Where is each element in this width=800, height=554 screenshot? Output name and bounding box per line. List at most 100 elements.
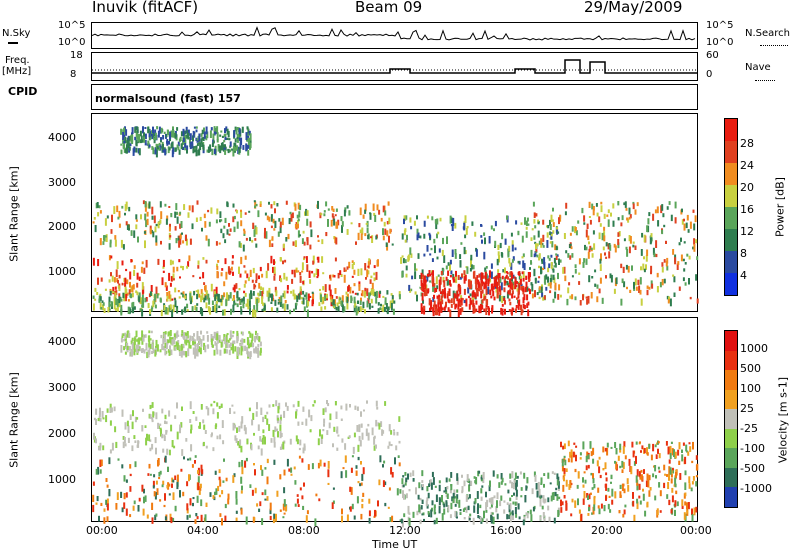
power-cell <box>435 304 438 309</box>
velocity-cell <box>485 491 487 498</box>
power-cell <box>366 300 369 308</box>
power-cell <box>628 246 631 254</box>
velocity-cell <box>592 473 594 479</box>
power-cell <box>380 303 382 307</box>
velocity-cell <box>393 429 395 432</box>
velocity-cell <box>412 470 415 477</box>
velocity-cell <box>669 445 672 453</box>
power-cell <box>452 273 455 279</box>
velocity-cell <box>279 419 282 425</box>
power-cell <box>377 302 380 306</box>
power-cell <box>142 286 145 294</box>
power-cell <box>549 231 552 236</box>
velocity-cell <box>412 511 415 518</box>
velocity-cell <box>433 504 436 508</box>
power-cell <box>570 246 573 250</box>
power-cell <box>184 295 187 300</box>
velocity-cell <box>508 514 511 519</box>
power-cell <box>206 149 209 153</box>
velocity-cell <box>230 334 233 338</box>
velocity-cell <box>668 499 671 506</box>
power-cell <box>427 290 429 294</box>
power-cell <box>133 269 136 276</box>
velocity-cell <box>605 495 607 501</box>
velocity-cell <box>171 337 174 341</box>
power-cell <box>221 144 224 151</box>
power-cell <box>253 305 256 312</box>
velocity-cell <box>587 513 590 516</box>
velocity-cell <box>231 334 234 338</box>
velocity-cell <box>223 348 226 354</box>
velocity-cell <box>655 454 658 459</box>
velocity-cell <box>590 472 593 476</box>
power-cell <box>144 133 147 140</box>
power-cell <box>405 265 408 271</box>
velocity-cell <box>431 500 434 506</box>
velocity-cell <box>390 467 393 475</box>
power-cell <box>268 239 271 248</box>
velocity-cell <box>622 462 625 470</box>
power-cell <box>259 290 262 296</box>
power-cell <box>226 229 229 235</box>
power-cell <box>158 126 161 133</box>
power-cell <box>257 292 260 296</box>
power-cell <box>501 308 504 316</box>
power-cell <box>519 278 522 285</box>
velocity-cell <box>438 484 441 492</box>
velocity-cell <box>317 462 320 469</box>
power-cell <box>512 308 515 311</box>
velocity-cell <box>658 453 661 459</box>
power-cell <box>510 271 513 274</box>
power-cell <box>421 269 424 275</box>
velocity-cell <box>402 484 405 488</box>
power-cell <box>156 293 159 299</box>
power-cell <box>633 281 635 289</box>
velocity-cell <box>198 336 201 344</box>
velocity-cell <box>361 432 364 440</box>
velocity-cell <box>262 435 265 439</box>
power-ytick-3000: 3000 <box>48 176 76 189</box>
velocity-cell <box>149 447 152 452</box>
power-cell <box>297 218 300 222</box>
cpid-value: normalsound (fast) 157 <box>95 92 241 105</box>
velocity-cell <box>351 503 354 510</box>
velocity-cell <box>387 445 390 449</box>
power-cell <box>521 256 524 259</box>
velocity-cell <box>140 337 143 341</box>
power-cell <box>603 235 606 242</box>
power-cell <box>634 245 637 250</box>
power-cell <box>650 271 652 275</box>
velocity-cell <box>659 510 662 513</box>
velocity-cell <box>207 344 210 349</box>
power-cell <box>179 223 182 229</box>
power-cell <box>601 297 604 304</box>
velocity-cell <box>356 496 359 504</box>
power-cell <box>346 229 349 235</box>
power-cell <box>474 277 477 284</box>
velocity-cell <box>218 494 221 498</box>
power-cell <box>585 296 588 299</box>
power-cell <box>321 239 324 245</box>
power-cell <box>683 218 685 222</box>
power-cell <box>499 276 502 283</box>
velocity-cell <box>194 351 197 359</box>
power-cell <box>114 239 117 247</box>
velocity-cell <box>196 333 199 341</box>
power-cell <box>209 307 212 315</box>
power-cell <box>221 135 224 138</box>
velocity-cell <box>276 428 278 432</box>
velocity-cell <box>610 446 613 449</box>
power-cell <box>510 309 513 315</box>
velocity-cell <box>198 425 201 429</box>
power-cell <box>242 244 245 252</box>
velocity-cell <box>681 449 683 453</box>
power-cell <box>525 281 528 288</box>
power-cell <box>551 219 554 222</box>
power-cell <box>147 303 150 309</box>
power-cell <box>528 278 531 281</box>
power-cell <box>535 243 537 250</box>
power-cell <box>174 211 177 218</box>
power-cell <box>235 128 238 135</box>
velocity-cell <box>240 476 243 484</box>
power-cell <box>542 245 545 248</box>
